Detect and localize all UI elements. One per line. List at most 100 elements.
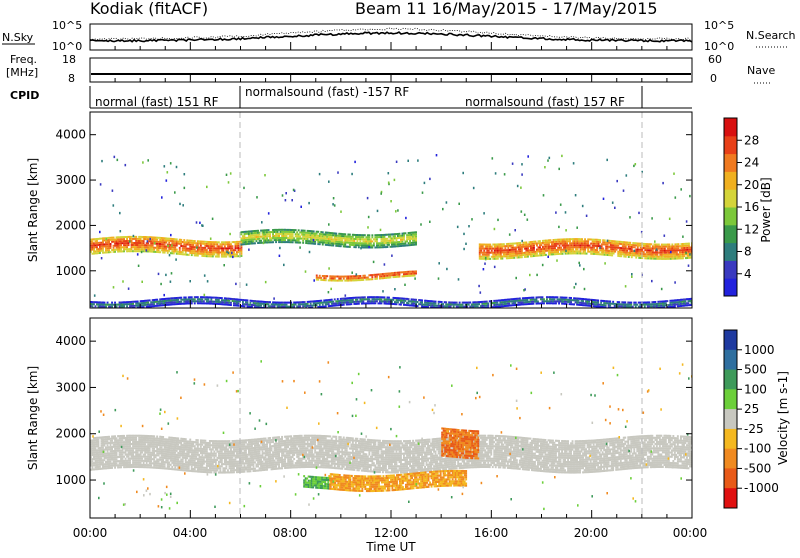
power-cell <box>197 296 199 298</box>
power-cell <box>167 171 169 173</box>
power-cell <box>117 159 119 161</box>
power-cell <box>644 306 646 308</box>
power-cell <box>159 251 161 253</box>
velocity-cell <box>140 454 142 456</box>
power-cell <box>602 248 604 250</box>
power-cell <box>390 236 392 238</box>
power-cell <box>356 240 358 242</box>
power-cell <box>168 242 170 244</box>
power-cell <box>596 249 598 251</box>
velocity-cell <box>116 437 118 439</box>
power-cell <box>299 305 301 307</box>
power-cell <box>164 243 166 245</box>
power-cell <box>649 245 651 247</box>
power-cell <box>652 250 654 252</box>
power-cell <box>113 286 115 288</box>
power-cell <box>399 233 401 235</box>
power-cell <box>325 279 327 281</box>
power-cell <box>328 267 330 269</box>
power-cell <box>661 288 663 290</box>
power-cell <box>257 230 259 232</box>
power-cell <box>371 276 373 278</box>
power-cell <box>212 255 214 257</box>
power-cell <box>397 209 399 211</box>
power-cell <box>120 248 122 250</box>
power-cell <box>107 302 109 304</box>
power-cell <box>184 173 186 175</box>
power-cell <box>519 298 521 300</box>
power-cell <box>141 281 143 283</box>
power-cell <box>589 245 591 247</box>
power-cell <box>614 251 616 253</box>
power-cell <box>415 242 417 244</box>
power-cell <box>524 214 526 216</box>
power-cell <box>260 240 262 242</box>
power-cell <box>483 250 485 252</box>
power-cell <box>376 300 378 302</box>
power-cell <box>504 247 506 249</box>
power-cell <box>384 296 386 298</box>
power-cell <box>175 258 177 260</box>
power-cell <box>682 236 684 238</box>
power-cell <box>367 197 369 199</box>
power-cell <box>334 204 336 206</box>
velocity-cell <box>108 436 110 438</box>
power-cell <box>477 305 479 307</box>
power-cell <box>120 244 122 246</box>
power-cell <box>635 302 637 304</box>
power-cell <box>247 302 249 304</box>
power-cell <box>504 173 506 175</box>
power-cell <box>141 251 143 253</box>
power-cell <box>328 303 330 305</box>
power-cell <box>597 302 599 304</box>
power-cell <box>358 303 360 305</box>
power-cell <box>271 239 273 241</box>
power-cell <box>286 235 288 237</box>
velocity-cell <box>110 461 112 463</box>
power-cell <box>265 281 267 283</box>
power-cell <box>352 299 354 301</box>
nsky-left-bottom: 10^0 <box>52 40 82 53</box>
power-cell <box>494 228 496 230</box>
power-cell <box>561 155 563 157</box>
power-cell <box>335 233 337 235</box>
power-cell <box>676 252 678 254</box>
power-cell <box>165 242 167 244</box>
power-cell <box>569 240 571 242</box>
power-cell <box>275 241 277 243</box>
power-cell <box>113 204 115 206</box>
power-cell <box>487 305 489 307</box>
velocity-cell <box>120 466 122 468</box>
power-cell <box>671 244 673 246</box>
power-cell <box>108 249 110 251</box>
power-cell <box>648 301 650 303</box>
velocity-cell <box>150 456 152 458</box>
power-cell <box>197 255 199 257</box>
power-cell <box>102 248 104 250</box>
power-panel <box>90 112 692 308</box>
power-cell <box>256 196 258 198</box>
power-cell <box>248 233 250 235</box>
power-cell <box>140 238 142 240</box>
power-cell <box>420 223 422 225</box>
power-cell <box>268 229 270 231</box>
power-cell <box>241 251 243 253</box>
power-cell <box>164 252 166 254</box>
power-cell <box>304 301 306 303</box>
power-cell <box>577 248 579 250</box>
power-cell <box>458 278 460 280</box>
power-cell <box>229 241 231 243</box>
power-cell <box>662 182 664 184</box>
power-cell <box>630 302 632 304</box>
power-cell <box>641 249 643 251</box>
power-cell <box>230 304 232 306</box>
power-cell <box>307 238 309 240</box>
power-cell <box>631 273 633 275</box>
power-cell <box>388 172 390 174</box>
velocity-cell <box>122 439 124 441</box>
power-cell <box>664 235 666 237</box>
power-cell <box>617 245 619 247</box>
power-cell <box>555 211 557 213</box>
power-cell <box>598 243 600 245</box>
power-cell <box>320 300 322 302</box>
